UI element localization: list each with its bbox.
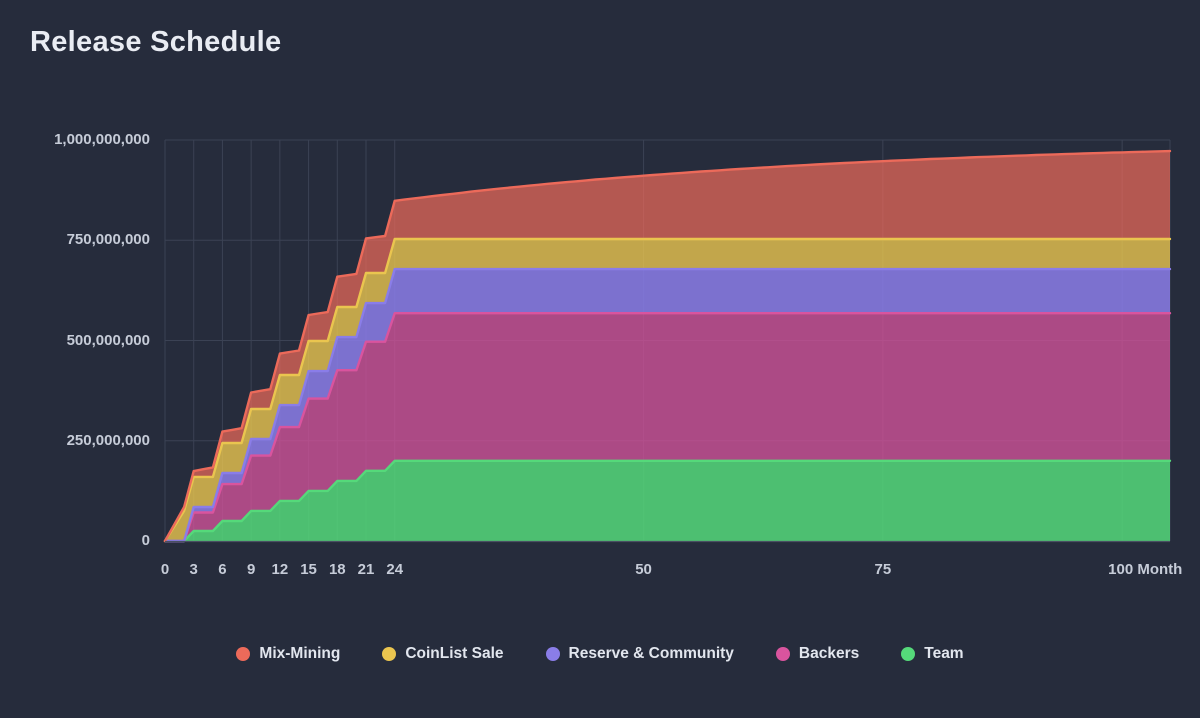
legend-item-label: Mix-Mining: [259, 645, 341, 662]
area-reserve-community: [165, 269, 1170, 541]
x-axis-tick-label: 15: [300, 561, 317, 578]
area-backers: [165, 313, 1170, 541]
legend-dot-team: [901, 647, 916, 661]
x-axis-tick-label: 21: [357, 561, 375, 578]
legend-item-label: CoinList Sale: [405, 645, 504, 662]
x-axis-tick-label: 3: [189, 561, 198, 578]
legend: Mix-Mining CoinList Sale Reserve & Communi…: [0, 645, 1200, 663]
legend-item-label: Backers: [798, 645, 860, 662]
y-axis-tick-label: 500,000,000: [66, 331, 150, 349]
x-axis-tick-label: 50: [635, 561, 652, 578]
legend-dot-coinlist-sale: [382, 647, 397, 661]
x-axis-tick-label: 18: [328, 561, 346, 578]
area-outline-reserve-community: [163, 267, 1172, 543]
legend-item-label: Reserve & Community: [568, 645, 734, 662]
area-outline-backers: [163, 312, 1172, 543]
legend-dot-reserve-community: [545, 647, 560, 661]
legend-item-coinlist-sale[interactable]: CoinList Sale: [382, 645, 504, 663]
y-axis-tick-label: 1,000,000,000: [54, 131, 150, 148]
legend-item-backers[interactable]: Backers: [775, 645, 860, 663]
y-axis-tick-label: 750,000,000: [66, 231, 150, 249]
legend-item-reserve-community[interactable]: Reserve & Community: [545, 645, 734, 663]
x-axis-tick-label: 9: [246, 561, 256, 578]
x-axis-tick-label: 0: [160, 561, 170, 578]
area-team: [165, 460, 1170, 541]
legend-item-mix-mining[interactable]: Mix-Mining: [236, 645, 340, 663]
x-axis-tick-label: 24: [386, 561, 404, 578]
legend-dot-backers: [775, 647, 790, 661]
x-axis-tick-label: 75: [874, 561, 892, 578]
legend-item-team[interactable]: Team: [901, 645, 964, 663]
area-outline-mix-mining: [163, 149, 1172, 543]
x-axis-tick-label: 12: [271, 561, 289, 578]
area-mix-mining: [165, 151, 1170, 541]
x-axis-tick-label: 6: [218, 561, 227, 578]
area-outline-team: [163, 459, 1172, 543]
area-outline-coinlist-sale: [163, 237, 1172, 543]
y-axis-tick-label: 250,000,000: [66, 431, 150, 449]
legend-item-label: Team: [924, 645, 964, 662]
x-axis-tick-label: 100 Month: [1108, 561, 1183, 578]
page-title: Release Schedule: [30, 26, 282, 58]
y-axis-tick-label: 0: [141, 532, 150, 549]
legend-dot-mix-mining: [236, 647, 251, 661]
